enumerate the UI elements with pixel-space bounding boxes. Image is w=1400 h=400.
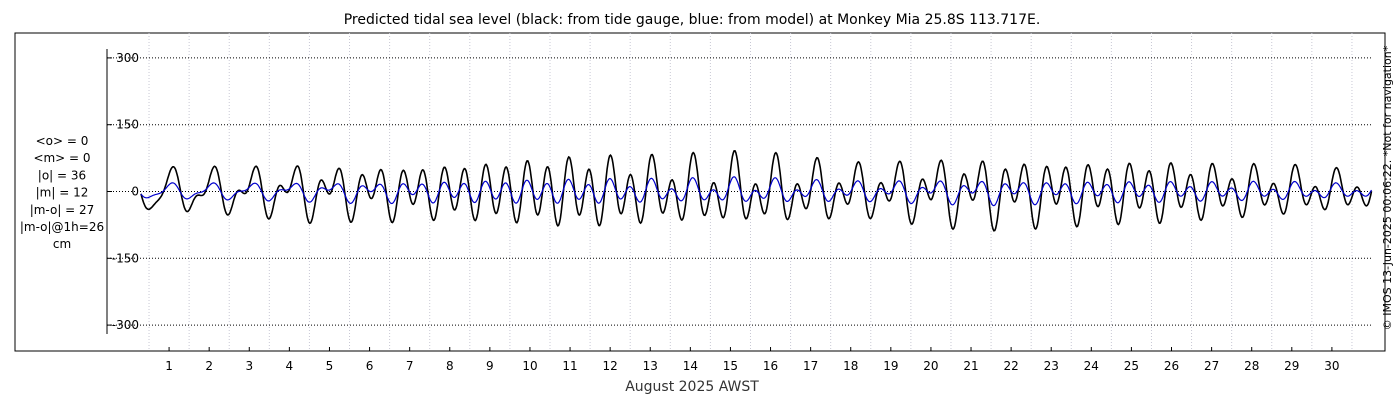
- x-tick-label: 19: [883, 359, 898, 373]
- x-tick-label: 16: [763, 359, 778, 373]
- x-tick-label: 7: [406, 359, 414, 373]
- x-tick-label: 30: [1324, 359, 1339, 373]
- x-tick-label: 5: [326, 359, 334, 373]
- x-tick-label: 27: [1204, 359, 1219, 373]
- y-tick-label: -300: [112, 318, 139, 332]
- stat-line: <o> = 0: [36, 134, 89, 148]
- x-tick-label: 6: [366, 359, 374, 373]
- x-tick-label: 15: [723, 359, 738, 373]
- x-tick-label: 22: [1003, 359, 1018, 373]
- side-note: © IMOS 13-Jun-2025 00:06:22. *Not for na…: [1381, 45, 1394, 330]
- x-tick-label: 1: [165, 359, 173, 373]
- y-tick-label: 150: [116, 118, 139, 132]
- series-layer: [140, 149, 1373, 232]
- stat-line: |m-o|@1h=26: [20, 220, 104, 234]
- series-gauge-line: [140, 149, 1373, 232]
- stat-line: |o| = 36: [38, 168, 86, 182]
- x-tick-label: 10: [522, 359, 537, 373]
- x-tick-label: 29: [1284, 359, 1299, 373]
- stat-line: cm: [53, 237, 71, 251]
- x-tick-label: 26: [1164, 359, 1179, 373]
- x-tick-label: 17: [803, 359, 818, 373]
- y-ticks: 300 150 0 -150 -300: [107, 51, 139, 332]
- x-tick-label: 21: [963, 359, 978, 373]
- x-tick-label: 18: [843, 359, 858, 373]
- x-tick-label: 4: [286, 359, 294, 373]
- x-axis-label: August 2025 AWST: [625, 379, 759, 395]
- y-tick-label: 0: [131, 185, 139, 199]
- x-tick-label: 8: [446, 359, 454, 373]
- x-tick-label: 12: [603, 359, 618, 373]
- x-ticks: 1 2 3 4 5 6 7 8 9 10 11 12 13 14 15 16 17 18 19 20 21 22 23 24 2…: [165, 347, 1340, 373]
- stat-line: |m-o| = 27: [30, 203, 95, 217]
- x-tick-label: 14: [683, 359, 698, 373]
- x-tick-label: 28: [1244, 359, 1259, 373]
- x-tick-label: 13: [643, 359, 658, 373]
- stat-line: <m> = 0: [33, 151, 90, 165]
- series-model-line: [140, 176, 1373, 207]
- x-tick-label: 25: [1124, 359, 1139, 373]
- x-tick-label: 20: [923, 359, 938, 373]
- x-tick-label: 24: [1084, 359, 1099, 373]
- chart-title: Predicted tidal sea level (black: from t…: [344, 12, 1041, 28]
- stat-line: |m| = 12: [36, 186, 89, 200]
- x-tick-label: 2: [205, 359, 213, 373]
- x-tick-label: 11: [562, 359, 577, 373]
- x-tick-label: 3: [245, 359, 253, 373]
- horizontal-gridlines: [107, 57, 1372, 326]
- x-tick-label: 9: [486, 359, 494, 373]
- x-tick-label: 23: [1044, 359, 1059, 373]
- y-tick-label: -150: [112, 251, 139, 265]
- y-tick-label: 300: [116, 51, 139, 65]
- stats-panel: <o> = 0 <m> = 0 |o| = 36 |m| = 12 |m-o| = 27…: [20, 134, 104, 251]
